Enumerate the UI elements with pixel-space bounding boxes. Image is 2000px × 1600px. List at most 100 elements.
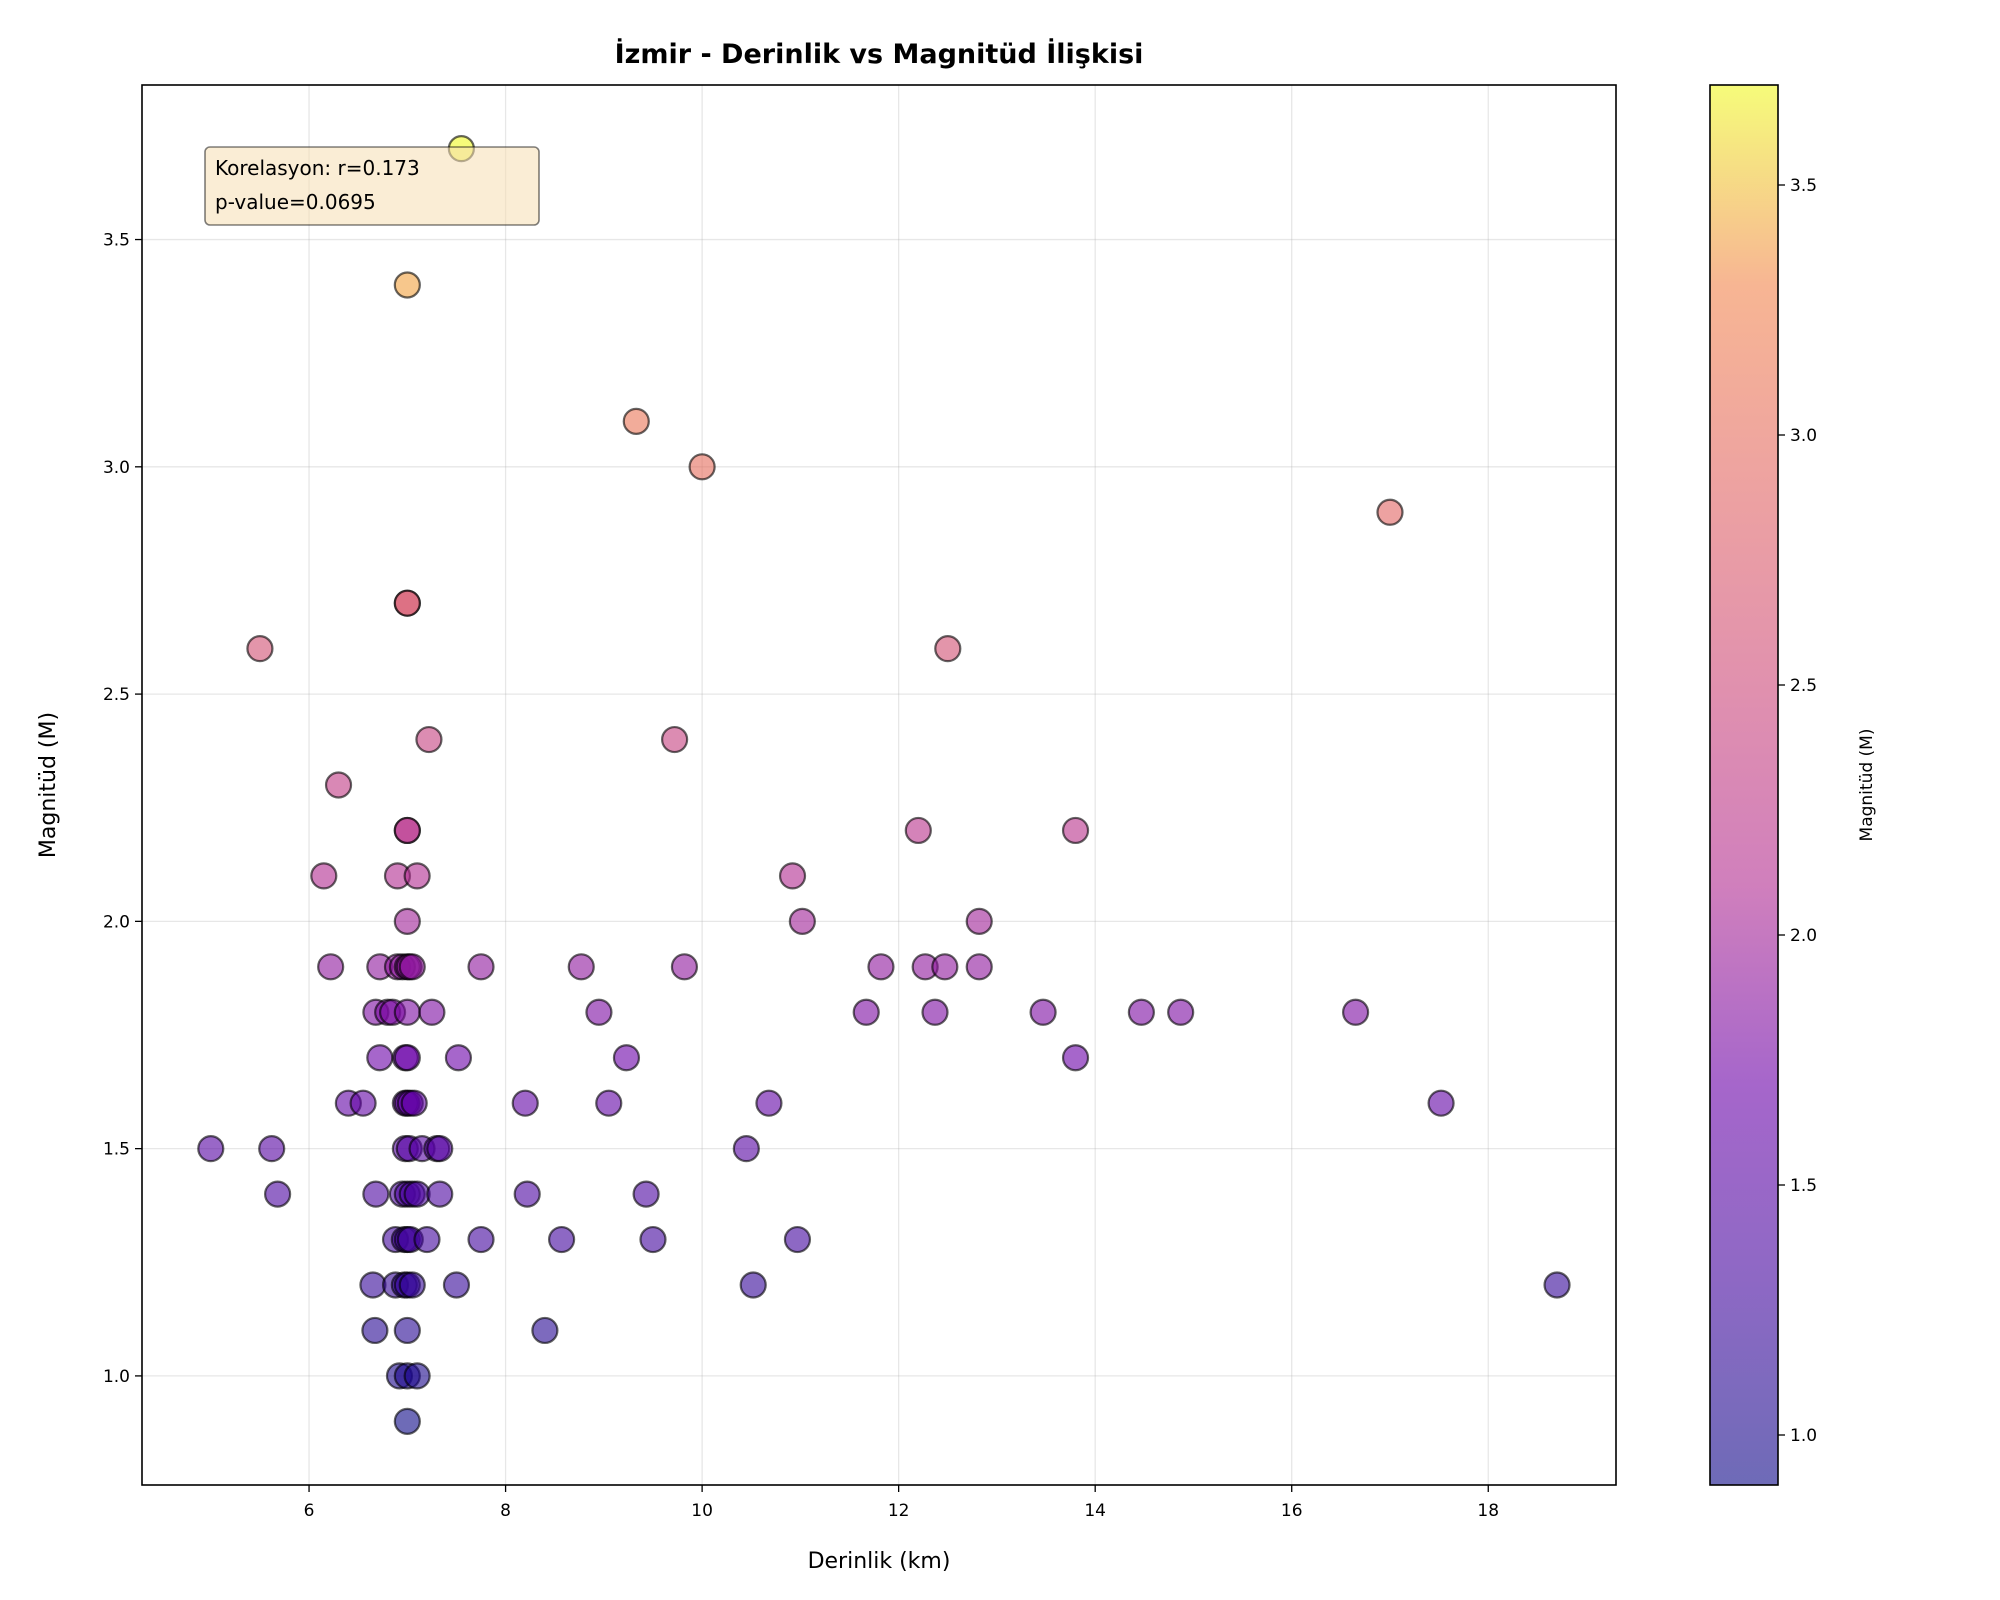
annotation-box: [204, 146, 540, 226]
data-point: [852, 998, 880, 1026]
x-tick-label: 12: [888, 1501, 910, 1521]
data-point: [310, 862, 338, 890]
x-tick-label: 6: [304, 1501, 315, 1521]
data-point: [755, 1089, 783, 1117]
data-point: [413, 1225, 441, 1254]
x-tick-label: 18: [1477, 1501, 1499, 1521]
grid-lines: [142, 85, 1616, 1485]
data-point: [1029, 998, 1057, 1026]
colorbar-tick-label: 3.5: [1790, 176, 1817, 196]
data-point: [393, 998, 421, 1026]
data-point: [934, 635, 962, 663]
data-point: [670, 953, 699, 981]
data-point: [393, 1407, 421, 1435]
data-point: [426, 1135, 454, 1163]
x-tick-label: 14: [1084, 1501, 1106, 1521]
data-point: [511, 1089, 539, 1117]
data-point: [426, 1180, 454, 1208]
data-point: [921, 998, 949, 1026]
data-point: [349, 1089, 377, 1117]
data-point: [661, 725, 689, 754]
colorbar-tick-label: 1.5: [1790, 1176, 1817, 1196]
data-point: [732, 1135, 760, 1163]
colorbar-ticks: 1.0 1.5 2.0 2.5 3.0 3.5: [1778, 176, 1817, 1446]
data-point: [366, 1044, 394, 1072]
data-point: [931, 953, 959, 981]
data-point: [585, 998, 613, 1026]
x-tick-label: 8: [500, 1501, 511, 1521]
x-tick-label: 10: [691, 1501, 713, 1521]
data-point: [632, 1180, 660, 1208]
data-point: [595, 1089, 623, 1117]
data-point: [778, 862, 807, 890]
data-point: [965, 953, 993, 981]
data-point: [904, 816, 932, 845]
data-point: [1341, 998, 1370, 1026]
data-point: [531, 1316, 559, 1345]
x-tick-label: 16: [1281, 1501, 1303, 1521]
data-point: [467, 953, 495, 981]
data-point: [400, 1089, 428, 1117]
data-point: [1167, 998, 1195, 1026]
data-point: [393, 1044, 421, 1072]
data-point: [398, 1271, 426, 1299]
data-point: [639, 1225, 667, 1254]
data-point: [1427, 1089, 1455, 1117]
data-point: [403, 862, 431, 890]
y-tick-label: 3.5: [103, 231, 130, 251]
data-point: [1543, 1271, 1571, 1299]
annotation-line-pvalue: p-value=0.0695: [215, 190, 376, 214]
y-axis-label: Magnitüd (M): [36, 712, 61, 858]
data-point: [965, 907, 993, 935]
y-tick-label: 2.5: [103, 685, 130, 705]
data-point: [783, 1225, 812, 1254]
data-point: [415, 725, 443, 754]
data-point: [1376, 498, 1404, 526]
colorbar-tick-label: 2.0: [1790, 926, 1817, 946]
data-point: [418, 998, 446, 1026]
chart-title: İzmir - Derinlik vs Magnitüd İlişkisi: [615, 38, 1144, 70]
data-point: [393, 907, 421, 935]
data-point: [398, 953, 426, 981]
data-point: [612, 1044, 641, 1072]
y-axis-ticks: 1.0 1.5 2.0 2.5 3.0 3.5: [103, 231, 142, 1387]
data-point: [324, 771, 353, 799]
data-point: [393, 816, 421, 845]
data-point: [197, 1135, 225, 1163]
x-axis-ticks: 6 8 10 12 14 16 18: [304, 1485, 1499, 1521]
colorbar-label: Magnitüd (M): [1857, 729, 1877, 842]
data-point: [317, 953, 345, 981]
data-point: [567, 953, 595, 981]
data-point: [688, 453, 716, 481]
colorbar-tick-label: 3.0: [1790, 426, 1817, 446]
y-tick-label: 2.0: [103, 912, 130, 932]
data-points: [197, 135, 1571, 1435]
data-point: [403, 1180, 431, 1208]
data-point: [258, 1135, 286, 1163]
data-point: [467, 1225, 495, 1254]
data-point: [547, 1225, 576, 1254]
data-point: [393, 1316, 421, 1345]
data-point: [393, 589, 421, 617]
x-axis-label: Derinlik (km): [808, 1549, 951, 1574]
data-point: [442, 1271, 471, 1299]
data-point: [361, 1316, 389, 1345]
correlation-annotation: Korelasyon: r=0.173 p-value=0.0695: [204, 146, 540, 226]
data-point: [403, 1362, 431, 1390]
data-point: [1061, 816, 1090, 845]
data-point: [788, 907, 816, 935]
colorbar-gradient: [1710, 85, 1778, 1485]
data-point: [739, 1271, 767, 1299]
plot-frame: [141, 84, 1617, 1486]
data-point: [513, 1180, 541, 1208]
data-point: [1127, 998, 1155, 1026]
data-point: [393, 271, 421, 299]
data-point: [444, 1044, 473, 1072]
data-point: [362, 1180, 390, 1208]
data-point: [246, 635, 274, 663]
data-point: [359, 1271, 387, 1299]
y-tick-label: 3.0: [103, 458, 130, 478]
data-point: [1061, 1044, 1090, 1072]
colorbar-frame: [1709, 84, 1779, 1486]
